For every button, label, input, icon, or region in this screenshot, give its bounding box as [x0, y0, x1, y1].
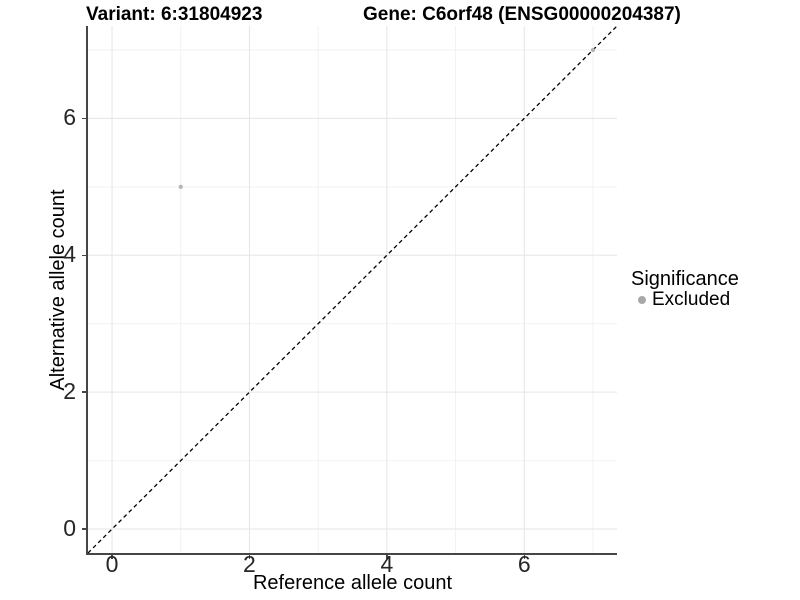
legend-title: Significance	[631, 268, 739, 290]
identity-reference-line	[88, 26, 617, 553]
x-axis-tick-label: 6	[517, 551, 531, 577]
y-axis-label: Alternative allele count	[47, 189, 69, 391]
x-axis-tick-mark	[111, 555, 113, 559]
x-axis-tick-label: 0	[105, 551, 119, 577]
x-axis-tick-mark	[386, 555, 388, 559]
plot-canvas	[88, 26, 617, 553]
plot-title-variant: Variant: 6:31804923	[86, 4, 263, 25]
y-axis-tick-label: 6	[63, 103, 76, 130]
y-axis-tick-mark	[82, 254, 86, 257]
y-axis-tick-label: 4	[63, 240, 76, 267]
y-axis-tick-mark	[82, 391, 86, 393]
legend-key-dot	[638, 295, 646, 304]
x-axis-tick-label: 4	[380, 551, 394, 577]
y-axis-tick-label: 2	[63, 377, 76, 404]
y-axis-tick-label: 0	[63, 514, 76, 541]
y-axis-tick-mark	[82, 117, 86, 120]
plot-title-gene: Gene: C6orf48 (ENSG00000204387)	[363, 4, 681, 25]
x-axis-tick-mark	[523, 555, 525, 559]
data-point	[590, 47, 596, 53]
x-axis-label: Reference allele count	[252, 572, 452, 594]
legend: Significance Excluded	[631, 269, 739, 309]
x-axis-tick-label: 2	[243, 551, 256, 577]
y-axis-tick-mark	[82, 528, 86, 530]
plot-panel	[86, 26, 617, 555]
data-point	[178, 184, 183, 189]
legend-item-label: Excluded	[652, 289, 731, 310]
legend-item-excluded: Excluded	[631, 290, 739, 309]
x-axis-tick-mark	[248, 555, 251, 559]
